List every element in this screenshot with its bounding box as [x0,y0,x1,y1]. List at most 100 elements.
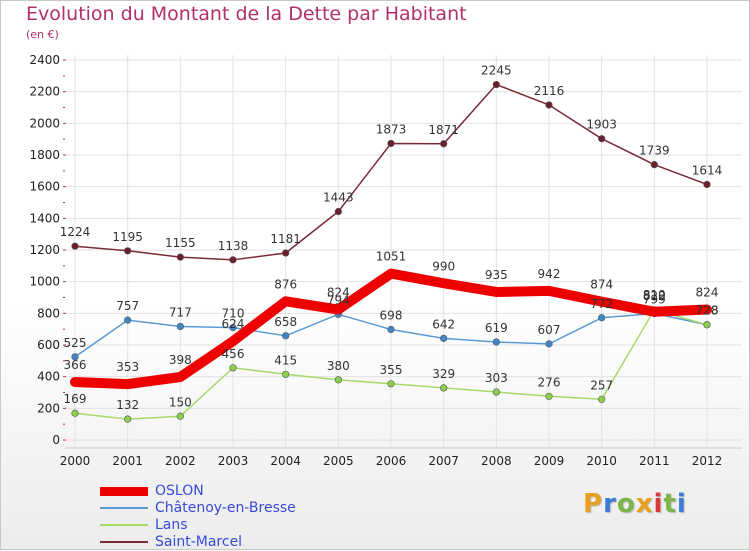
data-label: 398 [169,353,192,367]
y-tick-label: 200 [37,401,60,415]
data-label: 525 [64,336,87,350]
series-point [545,340,553,348]
data-label: 824 [327,286,350,300]
y-tick-label: 1400 [29,211,60,225]
chart-subtitle: (en €) [26,28,59,41]
y-tick-label: 2200 [29,85,60,99]
chart-title: Evolution du Montant de la Dette par Hab… [26,3,467,25]
series-point [440,140,448,148]
legend-swatch [100,541,148,543]
data-label: 2116 [534,84,565,98]
data-label: 415 [274,353,297,367]
legend-label: Châtenoy-en-Bresse [155,500,296,516]
data-label: 728 [696,304,719,318]
y-tick-label: 400 [37,370,60,384]
grid [65,55,742,448]
y-tick-label: 1000 [29,275,60,289]
series-point [71,242,79,250]
series-point [282,332,290,340]
series-point [124,247,132,255]
series-point [176,253,184,261]
series-line-0 [70,268,712,390]
series-point [492,80,500,89]
legend-label: Lans [155,517,188,533]
data-label: 874 [590,278,613,292]
series-point [598,314,606,322]
series-point [124,316,132,324]
y-tick-label: 1200 [29,243,60,257]
data-label: 1138 [218,239,249,253]
data-label: 1224 [60,225,91,239]
x-tick-label: 2005 [323,454,354,468]
series-point [71,409,79,417]
data-label: 658 [274,315,297,329]
series-point [440,334,448,342]
series-point [440,384,448,392]
data-label: 698 [380,308,403,322]
legend-swatch [100,524,148,526]
axes: 0 200 400 600 800 1000 1200 1400 1600 1800 2000 220… [29,53,742,468]
data-label: 1873 [376,122,407,136]
series-point [229,256,237,264]
series-point [598,395,606,403]
series-point [387,380,395,388]
data-label: 2245 [481,64,512,78]
x-tick-label: 2000 [60,454,91,468]
data-label: 728 [696,304,719,318]
legend-label: OSLON [155,483,204,499]
data-label: 624 [222,317,245,331]
x-tick-label: 2012 [692,454,723,468]
data-label: 257 [590,378,613,392]
data-label: 329 [432,367,455,381]
data-label: 799 [643,292,666,306]
data-label: 1181 [270,232,301,246]
data-label: 990 [432,259,455,273]
x-tick-label: 2004 [270,454,301,468]
x-tick-label: 2011 [639,454,670,468]
series-point [492,338,500,346]
series-point [492,388,500,396]
series-point [176,412,184,420]
data-label: 935 [485,268,508,282]
series-point [282,249,290,257]
data-label: 772 [590,297,613,311]
data-label: 710 [222,307,245,321]
series-point [282,370,290,378]
series-point [176,322,184,331]
legend-swatch [100,486,148,496]
data-label: 1155 [165,236,196,250]
series-point [229,323,237,332]
y-tick-label: 1600 [29,180,60,194]
data-label: 169 [64,392,87,406]
data-label: 1739 [639,144,670,158]
proxiti-logo: Proxiti [583,489,687,519]
y-tick-label: 1800 [29,148,60,162]
data-label: 1443 [323,191,354,205]
data-label: 1614 [692,163,723,177]
y-tick-label: 2000 [29,116,60,130]
x-tick-label: 2001 [112,454,143,468]
data-label: 822 [643,289,666,303]
y-tick-label: 800 [37,306,60,320]
x-tick-label: 2006 [376,454,407,468]
legend-swatch [100,507,148,509]
data-label: 642 [432,317,455,331]
data-label: 717 [169,305,192,319]
data-label: 1871 [428,123,459,137]
y-tick-label: 2400 [29,53,60,67]
data-label: 303 [485,371,508,385]
series-point [703,321,711,329]
data-label: 757 [116,299,139,313]
x-tick-label: 2010 [586,454,617,468]
series-point [387,139,395,148]
y-tick-label: 600 [37,338,60,352]
data-label: 1195 [112,230,143,244]
series-point [598,135,606,143]
x-tick-label: 2002 [165,454,196,468]
x-tick-label: 2009 [534,454,565,468]
data-label: 942 [538,267,561,281]
data-label: 619 [485,321,508,335]
x-tick-label: 2008 [481,454,512,468]
data-label: 366 [64,358,87,372]
